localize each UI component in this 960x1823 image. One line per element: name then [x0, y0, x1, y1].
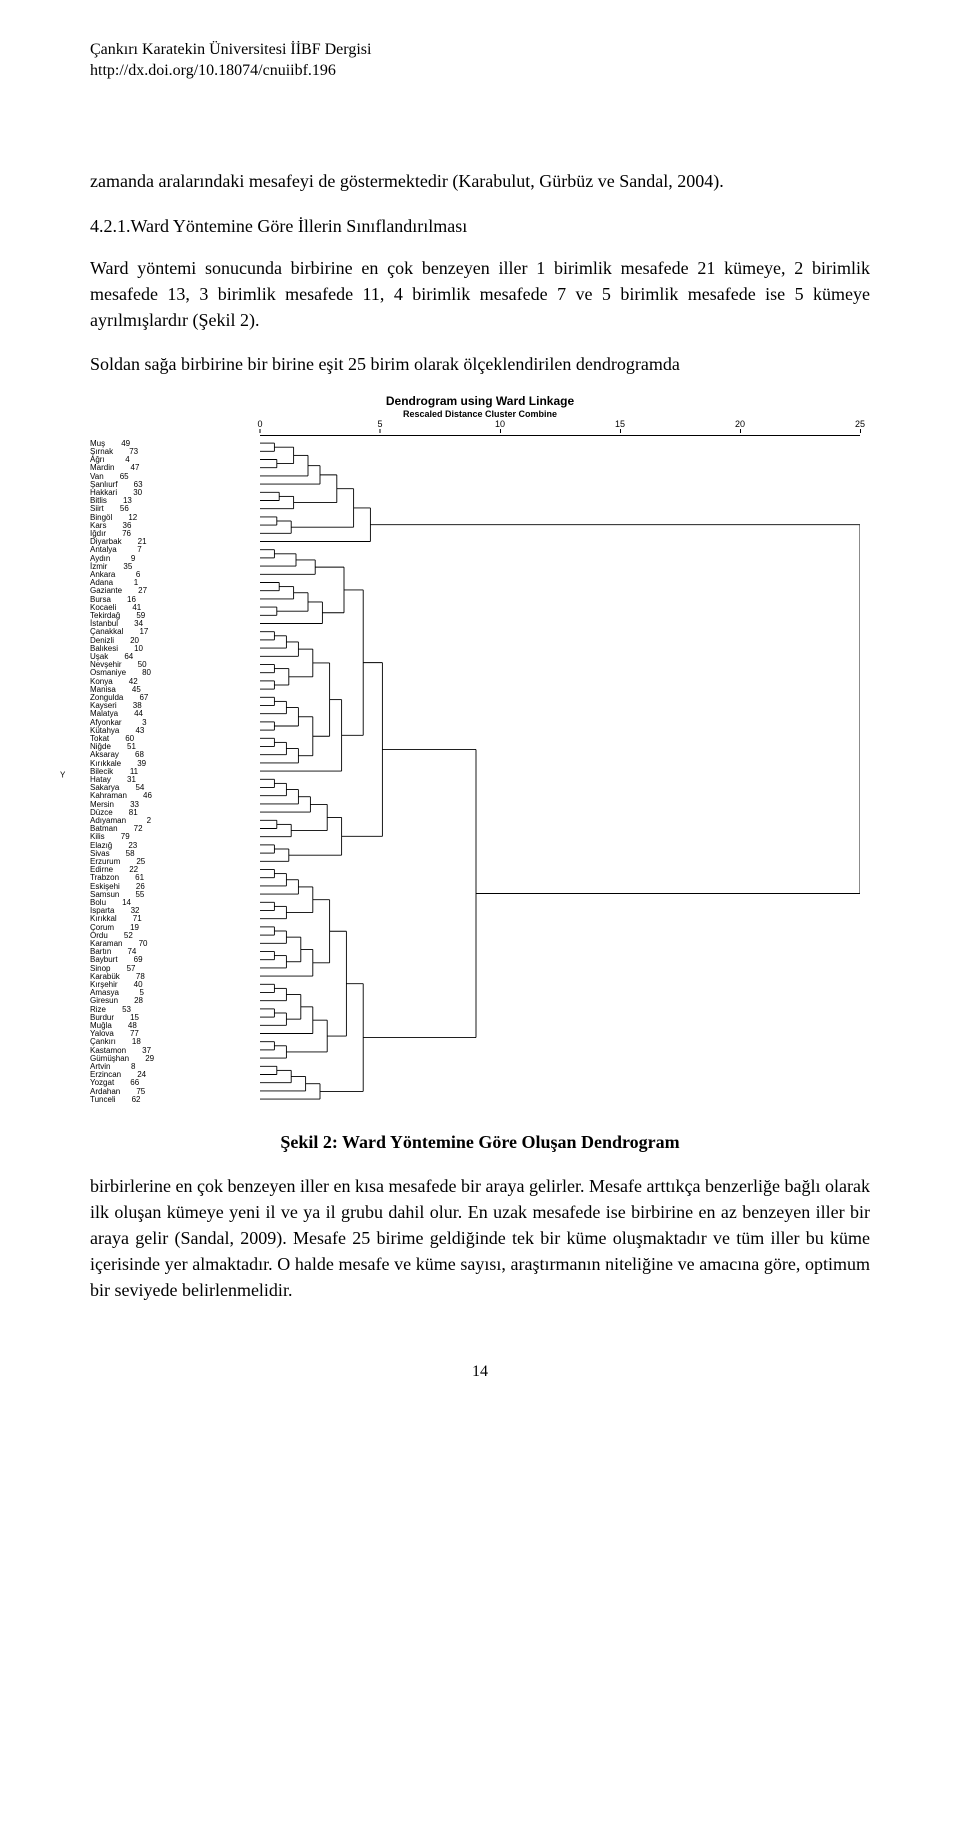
leaf-name: Tunceli: [90, 1095, 119, 1104]
dendrogram-axis-line: [260, 435, 860, 436]
dendrogram-svg: [260, 439, 860, 1111]
dendrogram-tick: 15: [615, 419, 625, 434]
dendrogram-y-marker: Y: [60, 771, 65, 780]
page: Çankırı Karatekin Üniversitesi İİBF Derg…: [0, 0, 960, 1441]
section-heading: 4.2.1.Ward Yöntemine Göre İllerin Sınıfl…: [90, 216, 870, 237]
paragraph-4: birbirlerine en çok benzeyen iller en kı…: [90, 1173, 870, 1303]
dendrogram-tick: 25: [855, 419, 865, 434]
page-number: 14: [90, 1363, 870, 1381]
paragraph-1: zamanda aralarındaki mesafeyi de gösterm…: [90, 168, 870, 194]
figure-caption: Şekil 2: Ward Yöntemine Göre Oluşan Dend…: [90, 1132, 870, 1153]
dendrogram-plot: [260, 439, 860, 1111]
leaf-case: 62: [119, 1095, 145, 1104]
dendrogram-tick: 5: [377, 419, 382, 434]
dendrogram-leaf-label: Tunceli62: [90, 1095, 250, 1104]
running-header: Çankırı Karatekin Üniversitesi İİBF Derg…: [90, 40, 870, 82]
dendrogram-figure: Dendrogram using Ward Linkage Rescaled D…: [90, 395, 870, 1116]
dendrogram-subtitle: Rescaled Distance Cluster Combine: [90, 409, 870, 419]
dendrogram-body: 0510152025 Y Muş49Şırnak73Ağrı4Mardin47V…: [90, 419, 870, 1115]
spacer: [90, 82, 870, 150]
dendrogram-title: Dendrogram using Ward Linkage Rescaled D…: [90, 395, 870, 419]
dendrogram-tick: 20: [735, 419, 745, 434]
paragraph-3: Soldan sağa birbirine bir birine eşit 25…: [90, 351, 870, 377]
dendrogram-scale: 0510152025: [260, 419, 860, 439]
dendrogram-title-text: Dendrogram using Ward Linkage: [386, 394, 574, 408]
journal-title: Çankırı Karatekin Üniversitesi İİBF Derg…: [90, 40, 870, 61]
doi-link: http://dx.doi.org/10.18074/cnuiibf.196: [90, 61, 870, 82]
dendrogram-tick: 10: [495, 419, 505, 434]
dendrogram-tick: 0: [257, 419, 262, 434]
paragraph-2: Ward yöntemi sonucunda birbirine en çok …: [90, 255, 870, 333]
